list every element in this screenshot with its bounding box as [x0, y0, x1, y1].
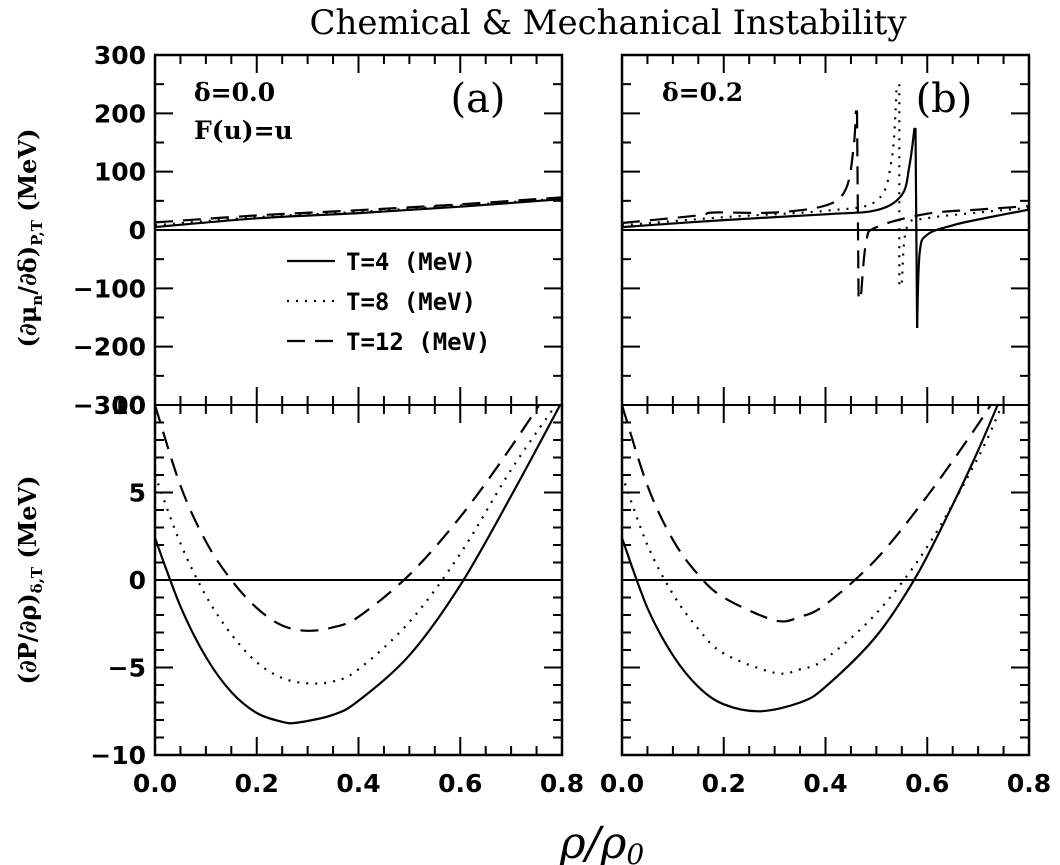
tick-labels: 0.0 0.2 0.4 0.6 0.8 0.0 0.2 0.4 0.6 0.83002001000… [73, 41, 1051, 798]
panel-a-delta: δ=0.0 [194, 78, 275, 107]
series-line-top-left-dashed [155, 196, 562, 224]
x-tick-label: 0.4 [803, 769, 847, 798]
panel-b-label: (b) [916, 76, 973, 122]
legend: T=4 (MeV) T=8 (MeV) T=12 (MeV) [287, 248, 491, 356]
y-tick-label-top: 300 [94, 41, 146, 70]
series-line-bottom-right-dashed [622, 405, 992, 623]
y-axis-label-bottom: (∂P/∂ρ)δ,T (MeV) [13, 475, 46, 684]
panel-b-delta: δ=0.2 [662, 78, 743, 107]
x-tick-label: 0.8 [540, 769, 584, 798]
series-line-bottom-right-solid [622, 405, 999, 713]
y-tick-label-bottom: 10 [111, 391, 146, 420]
axis-ticks [154, 54, 1030, 756]
panel-a-label: (a) [450, 76, 505, 122]
series-line-bottom-left-dashed [155, 405, 541, 632]
legend-label-t12: T=12 (MeV) [346, 328, 491, 356]
y-tick-label-top: −200 [73, 333, 146, 362]
series-line-bottom-right-dotted [622, 405, 1004, 675]
data-curves [155, 84, 1029, 725]
legend-label-t8: T=8 (MeV) [346, 288, 476, 316]
x-tick-label: 0.0 [133, 769, 177, 798]
x-tick-label: 0.8 [1007, 769, 1051, 798]
y-tick-label-bottom: 0 [129, 566, 146, 595]
series-line-top-right-dashed-seg0 [622, 110, 858, 225]
panel-a-function: F(u)=u [194, 116, 293, 145]
x-tick-label: 0.4 [336, 769, 380, 798]
y-tick-label-top: −100 [73, 274, 146, 303]
y-tick-label-bottom: −5 [108, 654, 146, 683]
x-tick-label: 0.6 [905, 769, 949, 798]
y-tick-label-top: −300 [73, 391, 146, 420]
y-tick-label-bottom: −10 [90, 741, 146, 770]
figure-title: Chemical & Mechanical Instability [309, 3, 907, 43]
y-axis-label-top: (∂μn/∂δ)P,T (MeV) [13, 129, 46, 348]
legend-label-t4: T=4 (MeV) [346, 248, 476, 276]
series-line-top-right-dotted-seg0 [622, 84, 898, 227]
x-tick-label: 0.0 [600, 769, 644, 798]
y-tick-label-top: 0 [129, 216, 146, 245]
series-line-top-right-solid-seg2 [916, 208, 1029, 329]
x-tick-label: 0.2 [702, 769, 746, 798]
series-line-top-right-dashed-seg2 [860, 205, 1029, 295]
y-tick-label-top: 200 [94, 99, 146, 128]
series-line-top-left-solid [155, 198, 562, 229]
x-tick-label: 0.6 [438, 769, 482, 798]
series-line-top-right-dashed-seg1 [855, 110, 860, 302]
series-line-bottom-left-solid [155, 405, 562, 725]
series-line-top-right-solid-seg0 [622, 127, 916, 229]
series-line-bottom-left-dotted [155, 405, 558, 685]
x-tick-label: 0.2 [235, 769, 279, 798]
x-axis-label: ρ/ρ0 [559, 818, 644, 865]
y-tick-label-bottom: 5 [129, 479, 146, 508]
y-tick-label-top: 100 [94, 158, 146, 187]
